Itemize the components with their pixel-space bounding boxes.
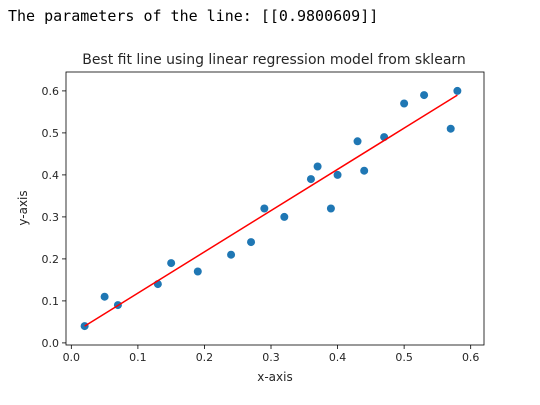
- scatter-point: [167, 259, 176, 268]
- scatter-point: [353, 137, 362, 146]
- x-tick-label: 0.3: [262, 351, 280, 364]
- y-tick-label: 0.4: [42, 169, 60, 182]
- y-axis-label: y-axis: [16, 190, 30, 225]
- y-tick-label: 0.5: [42, 127, 60, 140]
- x-axis-label: x-axis: [257, 370, 292, 384]
- scatter-point: [227, 250, 236, 259]
- scatter-point: [360, 166, 369, 175]
- scatter-point: [100, 292, 109, 301]
- plot-frame: [65, 71, 485, 346]
- x-tick-label: 0.1: [129, 351, 147, 364]
- axis-ticks: 0.0 0.1 0.2 0.3 0.4 0.5 0.6 0.0 0.1 0.2 0.3 0.4 0.5 0…: [42, 85, 480, 364]
- scatter-point: [260, 204, 269, 213]
- plot-series: [80, 86, 462, 331]
- y-tick-label: 0.2: [42, 253, 60, 266]
- y-tick-label: 0.0: [42, 337, 60, 350]
- x-tick-label: 0.4: [329, 351, 347, 364]
- y-tick-label: 0.6: [42, 85, 60, 98]
- scatter-point: [313, 162, 322, 171]
- x-tick-label: 0.2: [196, 351, 214, 364]
- x-tick-label: 0.0: [63, 351, 81, 364]
- scatter-point: [453, 86, 462, 95]
- x-tick-label: 0.5: [395, 351, 413, 364]
- scatter-point: [306, 175, 315, 184]
- scatter-point: [420, 91, 429, 100]
- x-tick-label: 0.6: [462, 351, 480, 364]
- scatter-point: [326, 204, 335, 213]
- scatter-point: [193, 267, 202, 276]
- y-tick-label: 0.3: [42, 211, 60, 224]
- scatter-point: [280, 212, 289, 221]
- scatter-point: [446, 124, 455, 133]
- y-tick-label: 0.1: [42, 295, 60, 308]
- scatter-point: [333, 170, 342, 179]
- scatter-point: [247, 238, 256, 247]
- scatter-point: [400, 99, 409, 108]
- output-text: The parameters of the line: [[0.9800609]…: [8, 7, 379, 25]
- regression-line: [84, 94, 458, 327]
- chart-title: Best fit line using linear regression mo…: [82, 52, 466, 68]
